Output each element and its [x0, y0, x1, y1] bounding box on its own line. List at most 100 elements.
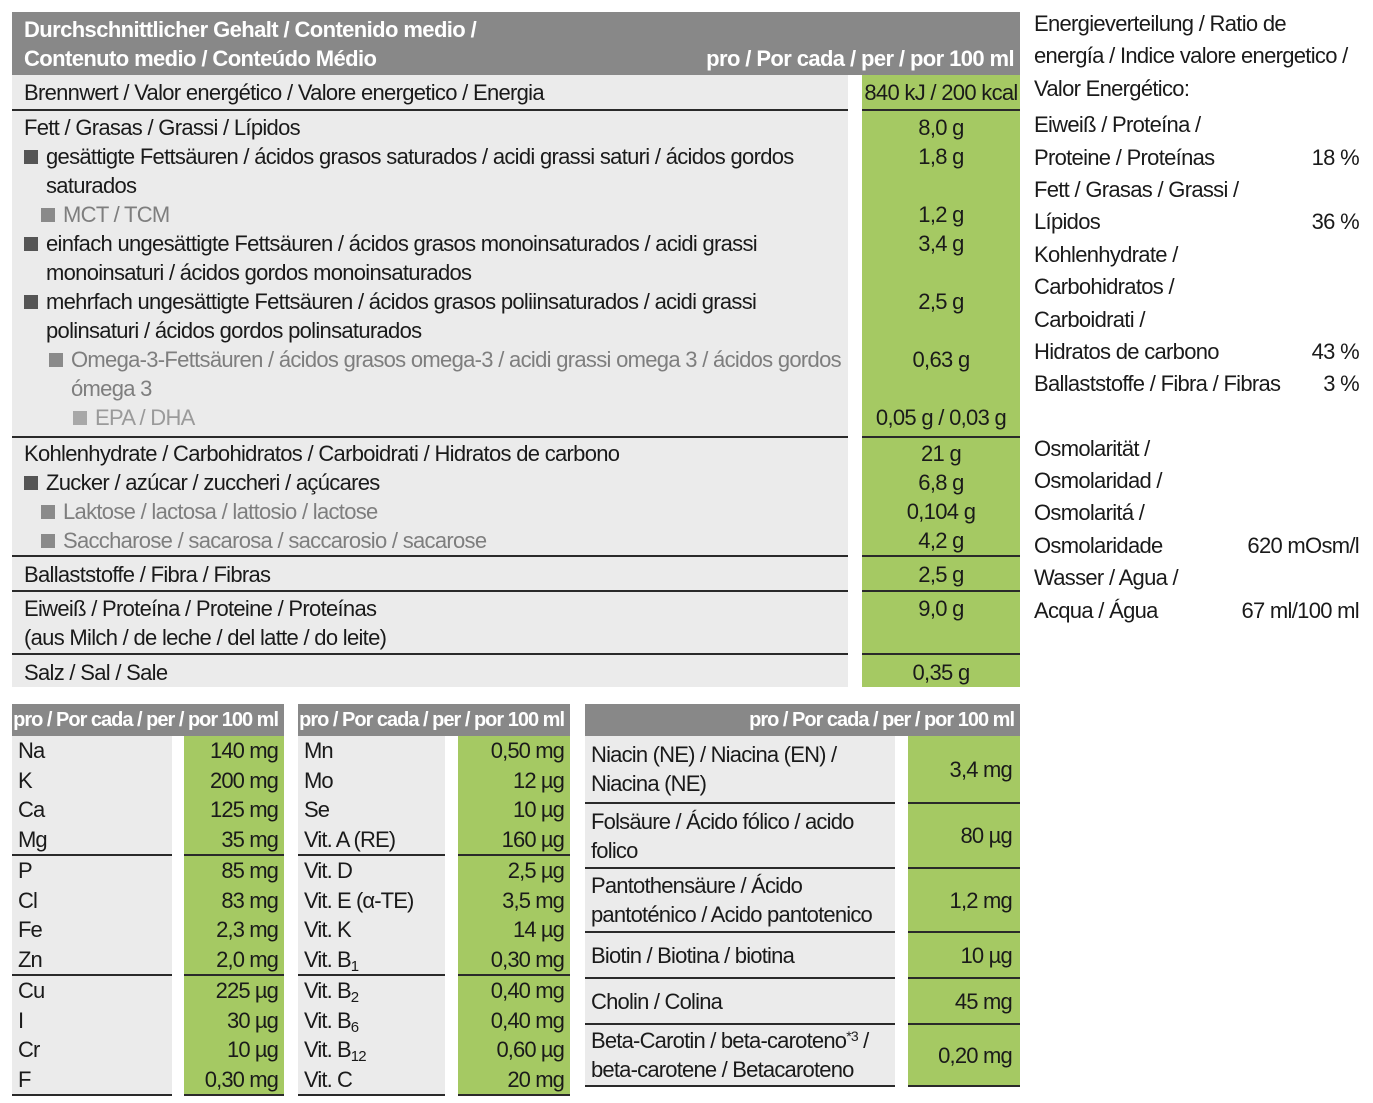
table-row: P 85 mg [12, 854, 284, 886]
energy-dist-title-2: energía / Indice valore energetico / [1034, 43, 1348, 69]
row-value: 2,0 mg [184, 944, 284, 974]
sugar-label: Zucker / azúcar / zuccheri / açúcares [46, 470, 380, 495]
row-label: Ca [12, 795, 172, 825]
table-row: Zn 2,0 mg [12, 944, 284, 974]
table-row: Beta-Carotin / beta-caroteno*3 /beta-car… [585, 1023, 1020, 1087]
fat-row: Fett / Grasas / Grassi / Lípidos [24, 113, 848, 142]
row-label: Vit. B1 [298, 944, 445, 974]
table-row: Vit. B6 0,40 mg [298, 1005, 570, 1035]
table-row: Vit. B12 0,60 µg [298, 1035, 570, 1065]
vitamins-table-header: pro / Por cada / per / por 100 ml [298, 704, 570, 736]
table-row: Vit. D 2,5 µg [298, 854, 570, 886]
lactose-label: Laktose / lactosa / lattosio / lactose [63, 499, 378, 524]
salt-row: Salz / Sal / Sale 0,35 g [12, 653, 1020, 687]
sugar-row: Zucker / azúcar / zuccheri / açúcares [24, 468, 848, 497]
row-value: 1,2 mg [908, 867, 1020, 931]
table-row: Folsäure / Ácido fólico / acido folico 8… [585, 802, 1020, 867]
table-row: I 30 µg [12, 1005, 284, 1035]
ed-carbs-row: Hidratos de carbono 43 % [1034, 336, 1360, 368]
table-row: Cholin / Colina 45 mg [585, 977, 1020, 1023]
table-row: Na 140 mg [12, 736, 284, 766]
row-value: 2,3 mg [184, 915, 284, 945]
fiber-label: Ballaststoffe / Fibra / Fibras [24, 562, 271, 587]
row-value: 80 µg [908, 802, 1020, 867]
other-table-header: pro / Por cada / per / por 100 ml [585, 704, 1020, 736]
row-label: Mo [298, 765, 445, 795]
omega3-row: Omega-3-Fettsäuren / ácidos grasos omega… [24, 345, 848, 374]
table-row: F 0,30 mg [12, 1064, 284, 1096]
row-value: 3,4 mg [908, 736, 1020, 802]
salt-label: Salz / Sal / Sale [24, 660, 168, 685]
square-bullet-icon [41, 534, 55, 548]
row-label: Pantothensäure / Ácido pantoténico / Acid… [585, 867, 895, 931]
other-nutrients-table: pro / Por cada / per / por 100 ml Niacin… [585, 704, 1020, 1087]
row-value: 0,40 mg [458, 1005, 570, 1035]
osmolarity-value: 620 mOsm/l [1247, 532, 1359, 558]
row-label: Vit. C [298, 1064, 445, 1096]
row-value: 20 mg [458, 1064, 570, 1096]
carbs-label: Kohlenhydrate / Carbohidratos / Carboidr… [24, 441, 620, 466]
table-row: Mg 35 mg [12, 824, 284, 854]
table-row: Se 10 µg [298, 795, 570, 825]
row-label: Cl [12, 885, 172, 915]
osmolarity-line1: Osmolarität / [1034, 435, 1150, 461]
sucrose-value: 4,2 g [918, 528, 964, 553]
energy-dist-title-3: Valor Energético: [1034, 75, 1190, 101]
fiber-row: Ballaststoffe / Fibra / Fibras 2,5 g [12, 555, 1020, 590]
saturated-label: gesättigte Fettsäuren / ácidos grasos sa… [46, 144, 794, 169]
row-label: Cr [12, 1035, 172, 1065]
row-value: 30 µg [184, 1005, 284, 1035]
row-value: 3,5 mg [458, 885, 570, 915]
row-value: 35 mg [184, 824, 284, 854]
energy-label: Brennwert / Valor energético / Valore en… [24, 80, 545, 105]
row-label: Vit. B2 [298, 974, 445, 1006]
table-row: Cl 83 mg [12, 885, 284, 915]
fiber-value: 2,5 g [918, 562, 964, 587]
row-label: F [12, 1064, 172, 1096]
salt-value: 0,35 g [912, 660, 971, 685]
row-label: Folsäure / Ácido fólico / acido folico [585, 802, 895, 867]
protein-label-cont: (aus Milch / de leche / del latte / do l… [24, 625, 387, 650]
energy-value: 840 kJ / 200 kcal [864, 80, 1018, 105]
mono-value: 3,4 g [918, 231, 964, 256]
water-line2: Acqua / Água [1034, 597, 1158, 623]
square-bullet-icon [24, 295, 38, 309]
table-row: Vit. E (α-TE) 3,5 mg [298, 885, 570, 915]
row-value: 0,50 mg [458, 736, 570, 766]
row-value: 85 mg [184, 854, 284, 886]
osmolarity-line3: Osmolaritá / [1034, 500, 1145, 526]
epa-dha-value: 0,05 g / 0,03 g [875, 405, 1007, 430]
row-label: Cholin / Colina [585, 977, 895, 1023]
row-value: 12 µg [458, 765, 570, 795]
sugar-value: 6,8 g [918, 470, 964, 495]
row-label: I [12, 1005, 172, 1035]
table-row: Vit. C 20 mg [298, 1064, 570, 1096]
square-bullet-icon [24, 476, 38, 490]
ed-carbs-line3: Carboidrati / [1034, 306, 1145, 332]
saturated-label-cont: saturados [46, 173, 137, 198]
row-label: Biotin / Biotina / biotina [585, 931, 895, 977]
table-row: Cr 10 µg [12, 1035, 284, 1065]
water-row: Acqua / Água 67 ml/100 ml [1034, 595, 1360, 627]
row-value: 200 mg [184, 765, 284, 795]
vitamins-table: pro / Por cada / per / por 100 ml Mn 0,50… [298, 704, 570, 1096]
fat-value: 8,0 g [918, 115, 964, 140]
mct-label: MCT / TCM [63, 202, 170, 227]
table-row: Pantothensäure / Ácido pantoténico / Acid… [585, 867, 1020, 931]
epa-dha-row: EPA / DHA [24, 403, 848, 432]
osmolarity-row: Osmolaridade 620 mOsm/l [1034, 530, 1360, 562]
table-row: Vit. K 14 µg [298, 915, 570, 945]
table-row: Ca 125 mg [12, 795, 284, 825]
row-value: 0,30 mg [458, 944, 570, 974]
square-bullet-icon [41, 208, 55, 222]
row-label: P [12, 854, 172, 886]
ed-fiber-value: 3 % [1323, 371, 1360, 397]
row-label: K [12, 765, 172, 795]
ed-fat-row: Lípidos 36 % [1034, 206, 1360, 238]
row-label: Zn [12, 944, 172, 974]
table-row: Cu 225 µg [12, 974, 284, 1006]
ed-protein-row: Proteine / Proteínas 18 % [1034, 142, 1360, 174]
fat-section: Fett / Grasas / Grassi / Lípidos gesätti… [12, 109, 1020, 436]
ed-protein-value: 18 % [1311, 144, 1360, 170]
ed-carbs-value: 43 % [1311, 338, 1360, 364]
